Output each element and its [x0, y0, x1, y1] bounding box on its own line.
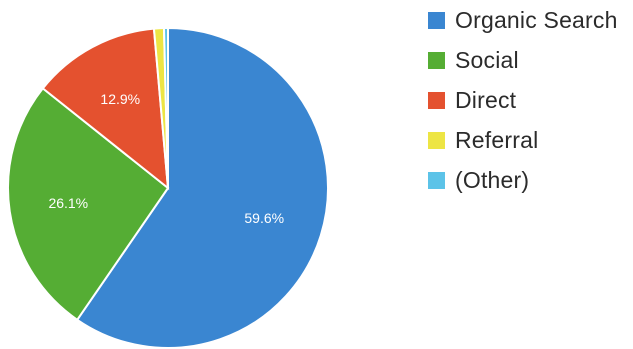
pie-slices [7, 26, 329, 349]
legend-swatch [428, 131, 445, 149]
legend-label: Organic Search [455, 6, 618, 33]
slice-label-direct: 12.9% [100, 91, 140, 107]
legend-swatch [428, 51, 445, 69]
legend-item-other[interactable]: (Other) [428, 160, 618, 200]
pie-slice-social[interactable] [7, 86, 170, 322]
legend-item-social[interactable]: Social [428, 40, 618, 80]
legend-item-direct[interactable]: Direct [428, 80, 618, 120]
legend-swatch [428, 11, 445, 29]
slice-labels: 59.6% 26.1% 12.9% [48, 91, 284, 226]
legend: Organic Search Social Direct Referral (O… [428, 0, 618, 200]
legend-label: (Other) [455, 166, 530, 193]
pie-slice-organic-search[interactable] [75, 26, 329, 349]
legend-swatch [428, 171, 445, 189]
legend-label: Referral [455, 126, 539, 153]
pie-chart: 59.6% 26.1% 12.9% [7, 26, 329, 349]
legend-label: Social [455, 46, 519, 73]
slice-label-social: 26.1% [48, 195, 88, 211]
legend-item-referral[interactable]: Referral [428, 120, 618, 160]
legend-swatch [428, 91, 445, 109]
pie-slice-direct[interactable] [41, 27, 170, 191]
slice-label-organic-search: 59.6% [244, 210, 284, 226]
legend-label: Direct [455, 86, 517, 113]
pie-slice-other[interactable] [162, 26, 169, 189]
legend-item-organic-search[interactable]: Organic Search [428, 0, 618, 40]
